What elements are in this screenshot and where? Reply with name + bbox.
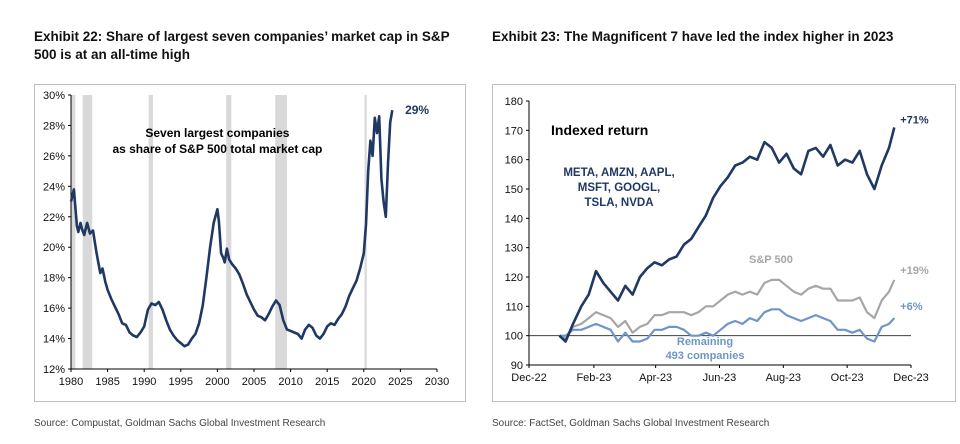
y-tick-label: 130 [505,243,523,255]
exhibit-22-title: Exhibit 22: Share of largest seven compa… [34,29,450,62]
y-tick-label: 120 [505,272,523,284]
recession-band [148,95,153,369]
y-tick-label: 160 [505,155,523,167]
series-label-sp500: S&P 500 [749,254,793,266]
x-tick-label: 2020 [352,376,376,388]
x-tick-label: 2015 [315,376,339,388]
series-line-gray [558,278,896,340]
left-exhibit-panel: Exhibit 22: Share of largest seven compa… [0,0,470,444]
exhibit-23-title: Exhibit 23: The Magnificent 7 have led t… [492,29,894,44]
y-tick-label: 12% [43,364,65,376]
x-tick-label: Dec-22 [511,372,546,384]
series-end-label: +71% [900,114,929,126]
exhibit-23-chart: 90 100 110 120 130 140 150 160 170 180 Dec-22 Feb-2… [505,96,929,384]
x-tick-label: 2000 [205,376,229,388]
series-label-mag7: TSLA, NVDA [585,197,654,209]
y-tick-label: 26% [43,151,65,163]
recession-band [226,95,232,369]
x-tick-label: Jun-23 [703,372,737,384]
recession-band [71,95,76,369]
chart-annotation-line: Seven largest companies [145,126,289,140]
x-tick-label: Oct-23 [831,372,864,384]
y-tick-label: 16% [43,303,65,315]
x-tick-label: 2010 [278,376,302,388]
x-tick-label: 1995 [169,376,193,388]
y-tick-label: 24% [43,181,65,193]
y-tick-label: 100 [505,331,523,343]
series-line-navy [558,127,896,343]
series-end-label: +19% [900,265,929,277]
y-tick-label: 170 [505,125,523,137]
y-tick-label: 140 [505,213,523,225]
x-tick-label: 1990 [132,376,156,388]
exhibit-23-chart-frame: 90 100 110 120 130 140 150 160 170 180 Dec-22 Feb-2… [492,84,956,402]
series-label-mag7: META, AMZN, AAPL, [563,167,674,179]
market-cap-share-line [69,109,394,348]
x-tick-label: Dec-23 [893,372,928,384]
exhibit-22-chart-frame: 12% 14% 16% 18% 20% 22% 24% 26% 28% 30% 1980 1985 19… [34,84,466,402]
exhibit-22-chart: 12% 14% 16% 18% 20% 22% 24% 26% 28% 30% 1980 1985 19… [43,90,449,388]
x-tick-label: 1980 [59,376,83,388]
x-tick-label: Feb-23 [576,372,611,384]
recession-band [82,95,93,369]
y-tick-label: 30% [43,90,65,102]
y-tick-label: 28% [43,120,65,132]
x-tick-label: Apr-23 [639,372,672,384]
y-tick-label: 180 [505,96,523,108]
y-tick-label: 20% [43,242,65,254]
x-tick-label: Aug-23 [766,372,801,384]
y-tick-label: 18% [43,273,65,285]
series-label-remaining: 493 companies [666,350,745,362]
x-tick-label: 1985 [95,376,119,388]
y-tick-label: 22% [43,212,65,224]
right-exhibit-panel: Exhibit 23: The Magnificent 7 have led t… [470,0,960,444]
end-value-label: 29% [405,103,429,117]
series-line-lightblue [559,308,896,343]
exhibit-22-source: Source: Compustat, Goldman Sachs Global … [34,418,326,429]
x-tick-label: 2025 [388,376,412,388]
y-tick-label: 150 [505,184,523,196]
chart-annotation: Indexed return [551,122,648,138]
chart-annotation-line: as share of S&P 500 total market cap [112,142,322,156]
series-end-label: +6% [900,301,923,313]
y-tick-label: 110 [505,301,523,313]
series-label-remaining: Remaining [677,336,733,348]
x-tick-label: 2005 [242,376,266,388]
series-label-mag7: MSFT, GOOGL, [578,182,660,194]
y-tick-label: 14% [43,334,65,346]
x-tick-label: 2030 [425,376,449,388]
recession-band [275,95,287,369]
exhibit-23-source: Source: FactSet, Goldman Sachs Global In… [492,418,770,429]
y-tick-label: 90 [511,360,523,372]
